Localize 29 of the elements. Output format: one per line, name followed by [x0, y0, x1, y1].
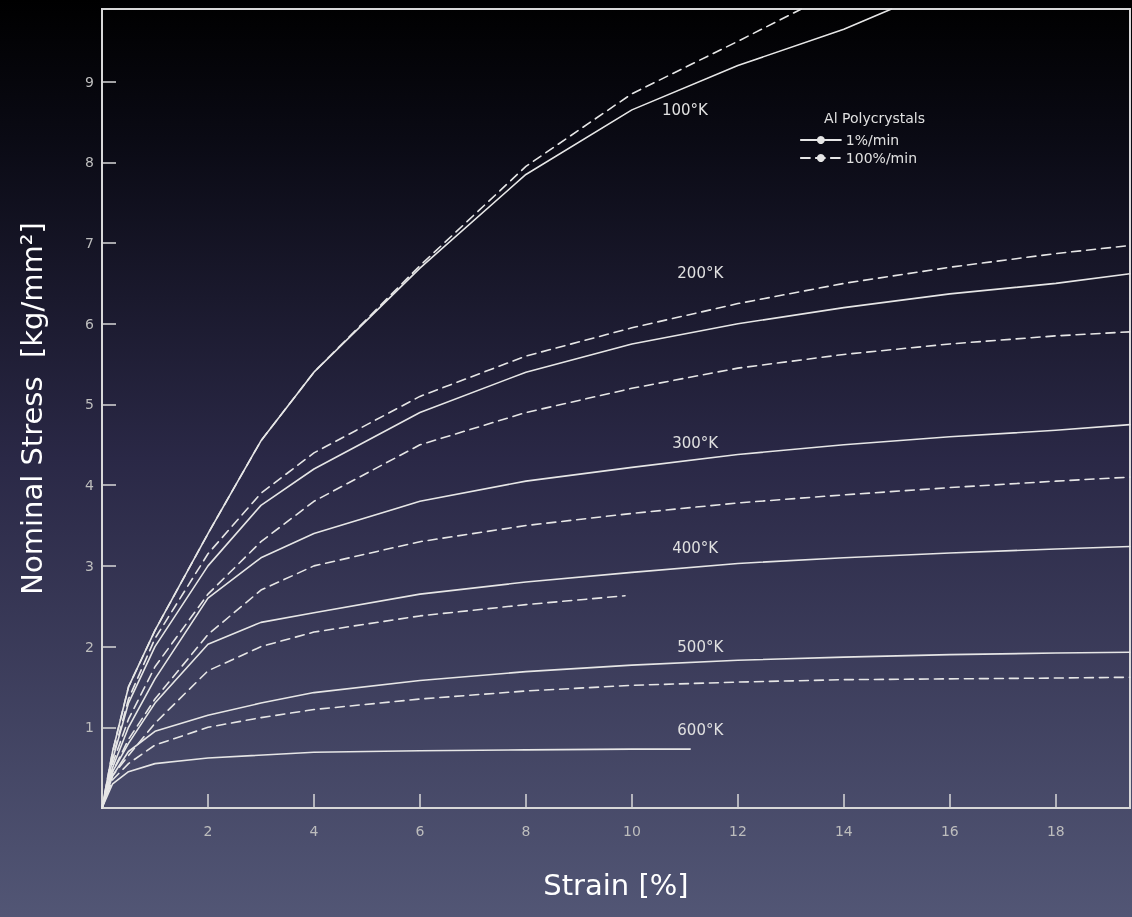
x-tick-label: 8: [521, 823, 531, 839]
annotation: 600°K: [677, 720, 725, 739]
legend-label: 1%/min: [845, 132, 900, 148]
annotation: 100°K: [661, 100, 710, 119]
x-tick-label: 10: [622, 823, 641, 839]
x-tick-label: 2: [203, 823, 213, 839]
x-tick-label: 4: [309, 823, 319, 839]
annotation: 400°K: [672, 538, 720, 557]
y-axis-title: Nominal Stress [kg/mm²]: [14, 222, 49, 595]
y-tick-label: 8: [85, 154, 94, 171]
x-tick-label: 12: [728, 823, 747, 839]
x-axis-title: Strain [%]: [543, 867, 689, 902]
y-tick-label: 3: [85, 557, 94, 574]
y-tick-label: 7: [85, 235, 94, 252]
annotation: 200°K: [677, 263, 725, 282]
annotation: 500°K: [677, 637, 725, 656]
y-tick-label: 4: [85, 477, 95, 494]
y-tick-label: 1: [85, 719, 94, 736]
annotation: 300°K: [672, 433, 720, 452]
x-tick-label: 16: [940, 823, 959, 839]
x-tick-label: 14: [834, 823, 853, 839]
legend-title: Al Polycrystals: [824, 110, 926, 126]
y-tick-label: 5: [85, 396, 94, 413]
legend-label: 100%/min: [845, 150, 918, 166]
x-tick-label: 6: [415, 823, 425, 839]
y-tick-label: 2: [85, 638, 94, 655]
x-tick-label: 18: [1046, 823, 1065, 839]
y-tick-label: 6: [85, 315, 95, 332]
y-tick-label: 9: [85, 73, 94, 90]
